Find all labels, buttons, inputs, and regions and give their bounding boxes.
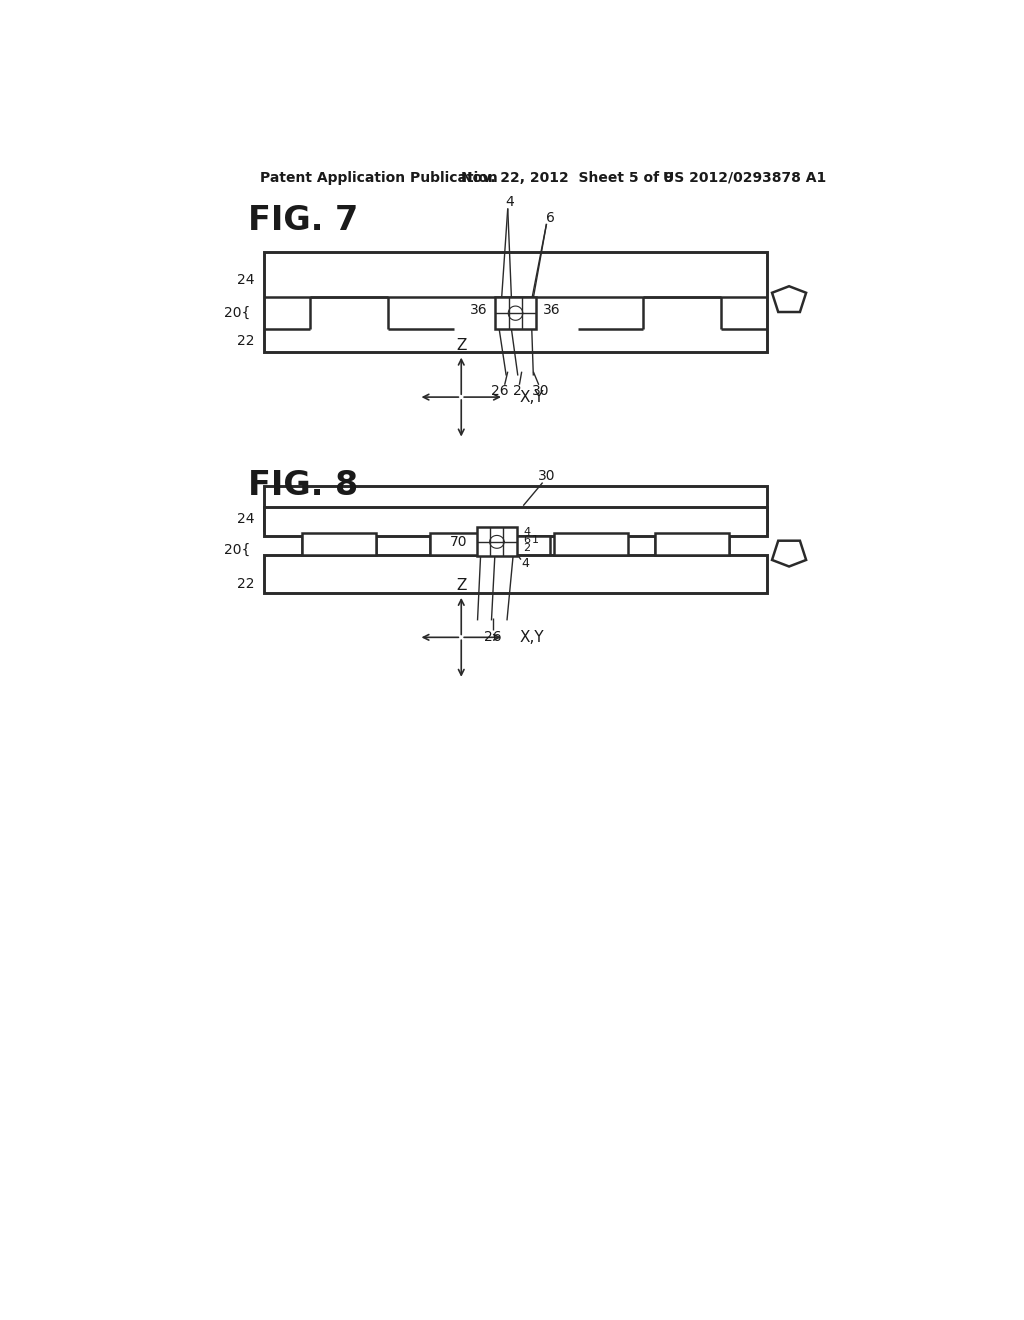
- Text: FIG. 8: FIG. 8: [248, 469, 358, 502]
- Bar: [263, 486, 767, 529]
- Text: 1: 1: [531, 536, 539, 545]
- Text: 30: 30: [538, 470, 555, 483]
- Bar: [302, 533, 376, 554]
- Bar: [302, 536, 376, 557]
- Bar: [554, 533, 628, 554]
- Text: 4: 4: [505, 195, 514, 210]
- Polygon shape: [772, 541, 806, 566]
- Text: Nov. 22, 2012  Sheet 5 of 9: Nov. 22, 2012 Sheet 5 of 9: [461, 170, 674, 185]
- Text: Patent Application Publication: Patent Application Publication: [260, 170, 498, 185]
- Text: Z: Z: [456, 338, 467, 352]
- Text: 20{: 20{: [224, 306, 251, 321]
- Text: 24: 24: [237, 273, 254, 286]
- Text: 26: 26: [484, 631, 502, 644]
- Text: 24: 24: [237, 512, 254, 525]
- Text: 6: 6: [523, 536, 530, 545]
- Bar: [263, 507, 767, 536]
- Text: 30: 30: [532, 384, 550, 397]
- Text: X,Y: X,Y: [519, 630, 544, 645]
- Bar: [477, 536, 550, 557]
- Text: 22: 22: [237, 334, 254, 348]
- Bar: [263, 554, 767, 594]
- Bar: [430, 533, 504, 554]
- Text: 4: 4: [523, 528, 530, 537]
- Text: 6: 6: [546, 211, 555, 224]
- Text: 4: 4: [521, 557, 528, 570]
- Text: Z: Z: [456, 578, 467, 593]
- Bar: [655, 533, 729, 554]
- Text: 36: 36: [470, 302, 487, 317]
- Text: 2: 2: [523, 544, 530, 553]
- Bar: [496, 297, 536, 330]
- Text: 22: 22: [237, 577, 254, 591]
- Bar: [655, 536, 729, 557]
- Text: 20{: 20{: [224, 544, 251, 557]
- Polygon shape: [772, 286, 806, 312]
- Text: X,Y: X,Y: [519, 389, 544, 405]
- Bar: [477, 527, 517, 557]
- Text: 2: 2: [513, 384, 522, 397]
- Text: 26: 26: [492, 384, 509, 397]
- Text: 70: 70: [450, 535, 467, 549]
- Text: US 2012/0293878 A1: US 2012/0293878 A1: [663, 170, 826, 185]
- Bar: [263, 252, 767, 352]
- Text: 36: 36: [544, 302, 561, 317]
- Text: FIG. 7: FIG. 7: [248, 203, 358, 236]
- Bar: [430, 536, 504, 557]
